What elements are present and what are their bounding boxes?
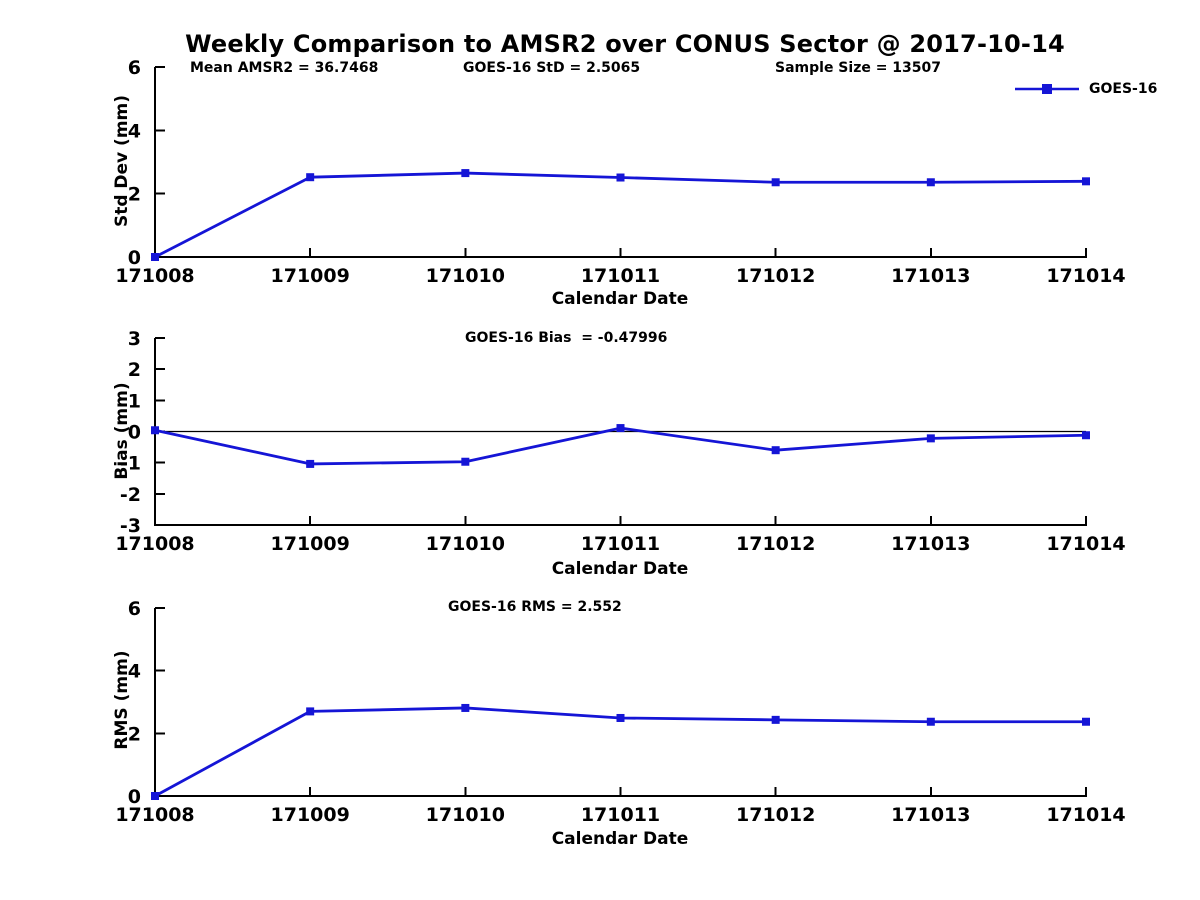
x-tick-label: 171010 bbox=[426, 265, 505, 287]
y-tick-label: 4 bbox=[128, 661, 141, 683]
legend: GOES-16 bbox=[1014, 81, 1157, 97]
x-tick-label: 171011 bbox=[581, 804, 660, 826]
x-tick-label: 171008 bbox=[115, 265, 194, 287]
data-point-marker bbox=[771, 178, 780, 187]
x-tick-label: 171012 bbox=[736, 265, 815, 287]
y-tick-label: 3 bbox=[128, 328, 141, 350]
x-tick-label: 171008 bbox=[115, 804, 194, 826]
series-line-goes-16 bbox=[154, 426, 1087, 466]
data-point-marker bbox=[616, 713, 625, 722]
y-tick-label: 6 bbox=[128, 57, 141, 79]
y-tick-label: 2 bbox=[128, 184, 141, 206]
data-point-marker bbox=[616, 173, 625, 182]
data-point-marker bbox=[151, 253, 159, 261]
y-tick-label: 0 bbox=[128, 247, 141, 269]
xlabel-calendar-date-middle: Calendar Date bbox=[551, 559, 689, 579]
data-point-marker bbox=[1082, 177, 1090, 186]
data-point-marker bbox=[771, 446, 780, 455]
y-tick-label: 1 bbox=[128, 390, 141, 412]
data-point-marker bbox=[1082, 717, 1090, 726]
x-tick-label: 171011 bbox=[581, 265, 660, 287]
y-tick-label: 2 bbox=[128, 723, 141, 745]
y-tick-label: 6 bbox=[128, 598, 141, 620]
y-tick-label: 4 bbox=[128, 120, 141, 142]
data-point-marker bbox=[771, 715, 780, 724]
y-tick-label: 2 bbox=[128, 359, 141, 381]
x-tick-label: 171008 bbox=[115, 533, 194, 555]
x-tick-label: 171011 bbox=[581, 533, 660, 555]
series-line-goes-16 bbox=[154, 171, 1087, 259]
data-point-marker bbox=[306, 459, 315, 468]
x-tick-label: 171013 bbox=[891, 804, 970, 826]
data-point-marker bbox=[616, 424, 625, 433]
x-tick-label: 171014 bbox=[1046, 533, 1125, 555]
xlabel-calendar-date-top: Calendar Date bbox=[551, 289, 689, 309]
subplot-rms: 0 2 4 6 171008 171009 171010 171011 171012 171013… bbox=[115, 598, 1125, 826]
x-tick-label: 171012 bbox=[736, 804, 815, 826]
xlabel-calendar-date-bottom: Calendar Date bbox=[551, 829, 689, 849]
x-tick-label: 171014 bbox=[1046, 265, 1125, 287]
data-point-marker bbox=[926, 178, 935, 187]
data-point-marker bbox=[151, 426, 159, 435]
annotation-sample-size: Sample Size = 13507 bbox=[775, 60, 942, 76]
annotation-mean-amsr2: Mean AMSR2 = 36.7468 bbox=[190, 60, 379, 76]
y-tick-label: -3 bbox=[120, 515, 141, 537]
x-tick-label: 171009 bbox=[271, 265, 350, 287]
x-tick-label: 171013 bbox=[891, 265, 970, 287]
x-tick-label: 171010 bbox=[426, 533, 505, 555]
annotation-goes16-rms: GOES-16 RMS = 2.552 bbox=[448, 599, 622, 615]
data-point-marker bbox=[151, 792, 159, 800]
data-point-marker bbox=[1082, 431, 1090, 440]
legend-line-marker-icon bbox=[1015, 84, 1079, 94]
y-tick-label: -2 bbox=[120, 484, 141, 506]
y-tick-label: -1 bbox=[120, 453, 141, 475]
data-point-marker bbox=[461, 457, 470, 466]
x-tick-label: 171012 bbox=[736, 533, 815, 555]
figure-title: Weekly Comparison to AMSR2 over CONUS Se… bbox=[185, 30, 1065, 58]
data-point-marker bbox=[461, 703, 470, 712]
annotation-goes16-bias: GOES-16 Bias = -0.47996 bbox=[465, 330, 668, 346]
y-tick-label: 0 bbox=[128, 786, 141, 808]
x-tick-label: 171013 bbox=[891, 533, 970, 555]
data-point-marker bbox=[926, 717, 935, 726]
data-point-marker bbox=[306, 707, 315, 716]
x-tick-label: 171009 bbox=[271, 804, 350, 826]
annotation-goes16-std: GOES-16 StD = 2.5065 bbox=[463, 60, 641, 76]
x-tick-label: 171014 bbox=[1046, 804, 1125, 826]
y-tick-label: 0 bbox=[128, 422, 141, 444]
legend-label: GOES-16 bbox=[1089, 81, 1158, 97]
x-tick-label: 171010 bbox=[426, 804, 505, 826]
x-tick-label: 171009 bbox=[271, 533, 350, 555]
data-point-marker bbox=[461, 169, 470, 178]
data-point-marker bbox=[306, 173, 315, 182]
subplot-std-dev: 0 2 4 6 171008 171009 171010 171011 171012 171013… bbox=[115, 57, 1125, 287]
data-point-marker bbox=[926, 434, 935, 443]
